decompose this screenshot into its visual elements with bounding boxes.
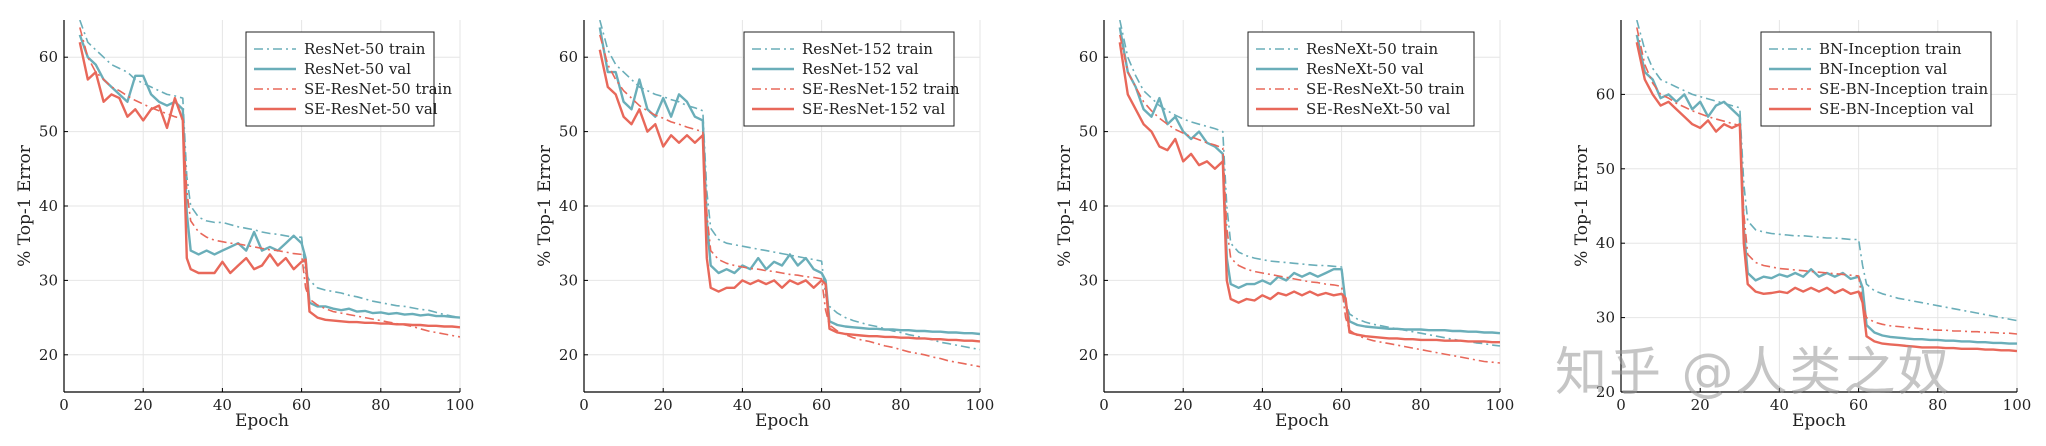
legend-label: SE-ResNet-152 train [802,80,960,98]
x-tick-label: 40 [733,396,752,414]
x-tick-label: 80 [891,396,910,414]
legend: ResNeXt-50 train ResNeXt-50 val SE-ResNeXt… [1247,31,1475,127]
legend-label: BN-Inception val [1819,60,1947,78]
legend: ResNet-50 train ResNet-50 val SE-ResNet-50… [245,31,452,127]
x-tick-label: 40 [1770,396,1789,414]
series-line-resnext-50-val [1118,27,1500,335]
legend-box [1247,31,1475,127]
legend: BN-Inception train BN-Inception val SE-BN-… [1760,31,1992,127]
series-line-bn-inception-train [1636,20,2017,322]
y-axis-label: % Top-1 Error [535,144,555,267]
x-tick-label: 100 [2003,396,2032,414]
x-tick-label: 100 [446,396,475,414]
legend-label: ResNeXt-50 val [1306,60,1424,78]
legend-label: SE-ResNeXt-50 train [1306,80,1465,98]
series-line-resnext-50-train [1119,20,1500,347]
y-tick-label: 40 [559,197,578,215]
series-line-resnet-152-train [599,20,980,351]
y-tick-label: 50 [1079,123,1098,141]
x-tick-label: 20 [134,396,153,414]
legend-label: ResNet-50 train [304,40,426,58]
legend-label: SE-ResNeXt-50 val [1306,100,1450,118]
x-axis-label: Epoch [1792,411,1846,431]
y-tick-label: 20 [1596,383,1615,401]
x-tick-label: 60 [292,396,311,414]
legend-label: SE-ResNet-152 val [802,100,945,118]
legend-label: SE-ResNet-50 train [304,80,452,98]
y-tick-label: 60 [1079,48,1098,66]
legend-label: ResNet-152 val [802,60,919,78]
y-tick-label: 40 [1596,234,1615,252]
x-tick-label: 80 [371,396,390,414]
y-tick-label: 20 [39,346,58,364]
series-line-se-resnet-50-val [78,42,460,329]
legend-box [245,31,435,127]
x-tick-label: 100 [966,396,995,414]
x-axis-label: Epoch [235,411,289,431]
legend-label: BN-Inception train [1819,40,1962,58]
legend-box [1760,31,1992,127]
x-axis-label: Epoch [1275,411,1329,431]
y-axis-label: % Top-1 Error [1572,144,1592,267]
x-tick-label: 20 [654,396,673,414]
y-tick-label: 60 [1596,85,1615,103]
x-tick-label: 0 [579,396,589,414]
y-tick-label: 30 [1079,271,1098,289]
y-tick-label: 40 [1079,197,1098,215]
legend-label: SE-ResNet-50 val [304,100,438,118]
y-tick-label: 30 [559,271,578,289]
legend-label: ResNet-152 train [802,40,933,58]
series-line-resnet-152-val [598,27,980,336]
series-line-se-resnet-152-train [599,34,980,368]
series-line-bn-inception-val [1635,34,2017,345]
x-tick-label: 80 [1928,396,1947,414]
y-tick-label: 60 [39,48,58,66]
y-tick-label: 50 [559,123,578,141]
x-tick-label: 60 [1849,396,1868,414]
x-tick-label: 0 [1099,396,1109,414]
y-tick-label: 30 [39,271,58,289]
series-line-se-resnet-152-val [598,49,980,343]
series-line-resnet-50-val [78,34,460,319]
y-tick-label: 20 [559,346,578,364]
x-tick-label: 0 [59,396,69,414]
x-tick-label: 40 [1253,396,1272,414]
series-line-se-resnext-50-val [1118,42,1500,344]
series-line-se-resnet-50-train [79,27,460,338]
x-tick-label: 40 [213,396,232,414]
legend-label: ResNet-50 val [304,60,411,78]
legend: ResNet-152 train ResNet-152 val SE-ResNet-… [743,31,960,127]
y-tick-label: 60 [559,48,578,66]
y-tick-label: 40 [39,197,58,215]
x-tick-label: 20 [1174,396,1193,414]
x-tick-label: 100 [1486,396,1515,414]
y-axis-label: % Top-1 Error [15,144,35,267]
x-tick-label: 20 [1691,396,1710,414]
series-line-se-bn-inception-train [1636,27,2017,335]
y-axis-label: % Top-1 Error [1055,144,1075,267]
watermark-text: 知乎 @人类之奴 [1555,343,1952,403]
y-tick-label: 20 [1079,346,1098,364]
legend-label: ResNeXt-50 train [1306,40,1438,58]
x-tick-label: 80 [1411,396,1430,414]
x-axis-label: Epoch [755,411,809,431]
x-tick-label: 60 [1332,396,1351,414]
legend-label: SE-BN-Inception train [1819,80,1988,98]
legend-box [743,31,955,127]
y-tick-label: 50 [39,123,58,141]
y-tick-label: 50 [1596,160,1615,178]
x-tick-label: 60 [812,396,831,414]
x-tick-label: 0 [1616,396,1626,414]
y-tick-label: 30 [1596,309,1615,327]
series-line-se-bn-inception-val [1635,42,2017,353]
legend-label: SE-BN-Inception val [1819,100,1974,118]
